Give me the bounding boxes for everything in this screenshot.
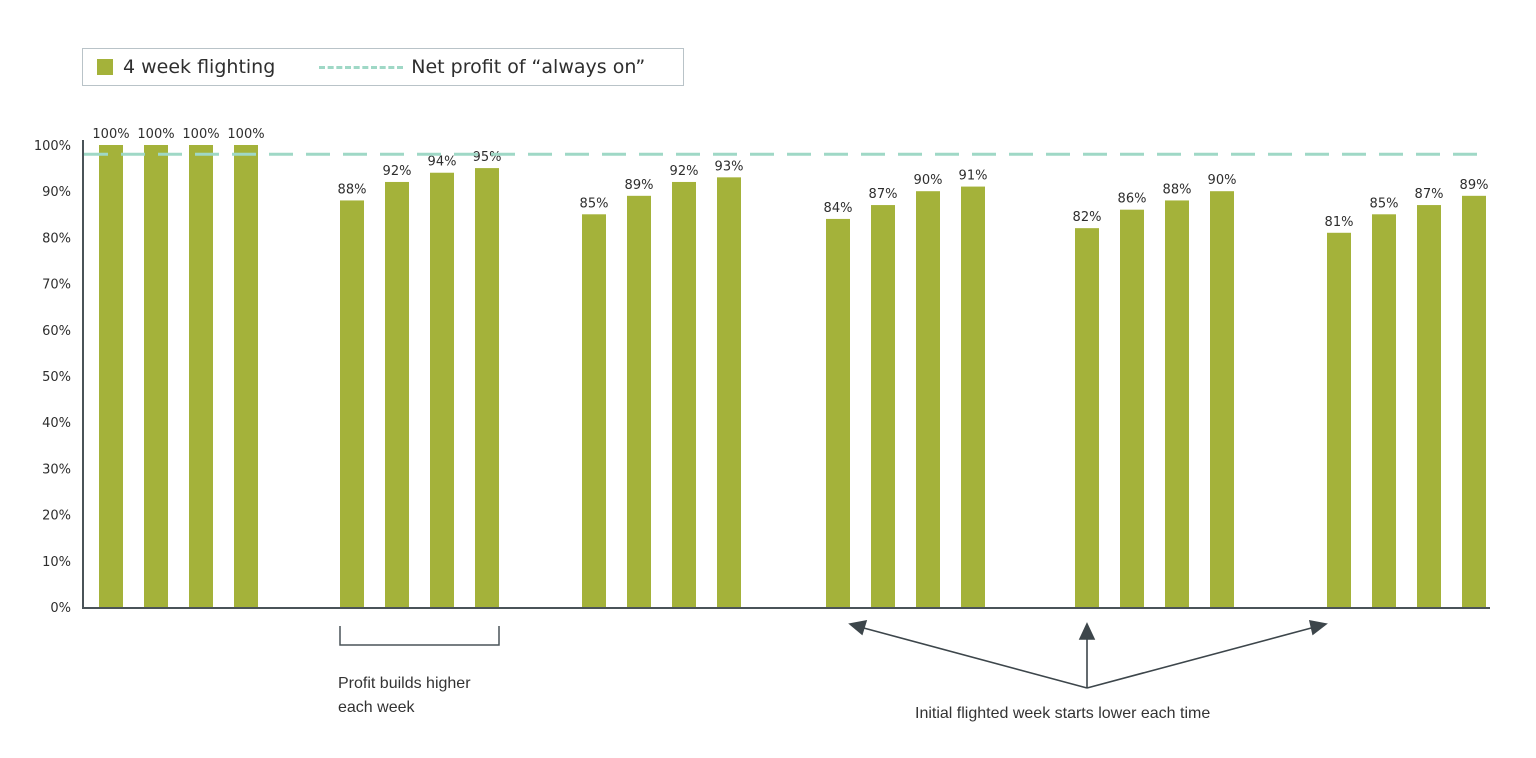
- bar: [144, 145, 168, 607]
- bracket-icon: [339, 626, 500, 646]
- bar: [189, 145, 213, 607]
- bar: [961, 186, 985, 607]
- bar: [234, 145, 258, 607]
- bar-value-label: 88%: [338, 182, 367, 197]
- bar-value-label: 84%: [824, 201, 853, 216]
- bar-value-label: 90%: [1208, 173, 1237, 188]
- bar: [627, 195, 651, 607]
- bar-value-label: 87%: [869, 187, 898, 202]
- legend-line-label: Net profit of “always on”: [411, 56, 646, 78]
- bar-value-label: 86%: [1118, 192, 1147, 207]
- y-tick-label: 10%: [42, 555, 71, 570]
- y-tick-label: 90%: [42, 185, 71, 200]
- bar: [1120, 209, 1144, 607]
- annotation-line: each week: [338, 699, 415, 716]
- bar: [475, 168, 499, 607]
- bar-value-label: 100%: [137, 127, 174, 142]
- y-tick-label: 20%: [42, 509, 71, 524]
- y-tick-label: 0%: [50, 601, 71, 616]
- y-tick-label: 100%: [34, 139, 71, 154]
- y-tick-label: 80%: [42, 231, 71, 246]
- bar-value-label: 100%: [227, 127, 264, 142]
- bar: [916, 191, 940, 607]
- y-tick-label: 40%: [42, 416, 71, 431]
- bar: [1417, 205, 1441, 607]
- bar-value-label: 92%: [670, 164, 699, 179]
- legend-bar-swatch: [97, 59, 113, 75]
- bar-value-label: 89%: [1460, 178, 1489, 193]
- bar: [340, 200, 364, 607]
- y-tick-label: 50%: [42, 370, 71, 385]
- y-tick-label: 70%: [42, 278, 71, 293]
- bars: 100% 100% 100% 100% 88% 92% 94% 95% 85% 89% 92% 93%…: [92, 127, 1489, 608]
- bar-value-label: 85%: [1370, 196, 1399, 211]
- bar-value-label: 89%: [625, 178, 654, 193]
- annotation-profit-builds: Profit builds higher each week: [338, 672, 471, 720]
- bar: [1210, 191, 1234, 607]
- bar-value-label: 100%: [92, 127, 129, 142]
- bar: [1462, 195, 1486, 607]
- bar: [1165, 200, 1189, 607]
- bar-value-label: 91%: [959, 169, 988, 184]
- bar: [385, 181, 409, 607]
- bar-value-label: 81%: [1325, 215, 1354, 230]
- bar-value-label: 92%: [383, 164, 412, 179]
- legend-bar-label: 4 week flighting: [123, 56, 276, 78]
- bar: [1075, 228, 1099, 607]
- bar: [1327, 232, 1351, 607]
- chart-legend: 4 week flighting Net profit of “always o…: [82, 48, 684, 86]
- bar-value-label: 95%: [473, 150, 502, 165]
- bar: [430, 172, 454, 607]
- bar: [672, 181, 696, 607]
- y-tick-label: 30%: [42, 462, 71, 477]
- bar-value-label: 88%: [1163, 182, 1192, 197]
- bar-value-label: 82%: [1073, 210, 1102, 225]
- bar-value-label: 90%: [914, 173, 943, 188]
- bar-value-label: 100%: [182, 127, 219, 142]
- bar: [1372, 214, 1396, 608]
- bar-value-label: 87%: [1415, 187, 1444, 202]
- y-axis-ticks: 0% 10% 20% 30% 40% 50% 60% 70% 80% 90% 100%: [34, 139, 71, 616]
- annotation-line: Profit builds higher: [338, 675, 471, 692]
- bar-value-label: 93%: [715, 159, 744, 174]
- bar: [717, 177, 741, 607]
- bar-value-label: 94%: [428, 155, 457, 170]
- legend-dashed-line-icon: [319, 65, 404, 69]
- bar: [871, 205, 895, 607]
- bar-value-label: 85%: [580, 196, 609, 211]
- bar: [99, 145, 123, 607]
- bar: [582, 214, 606, 608]
- arrows-icon: [848, 619, 1328, 689]
- y-tick-label: 60%: [42, 324, 71, 339]
- bar: [826, 218, 850, 608]
- annotation-initial-week: Initial flighted week starts lower each …: [915, 705, 1211, 722]
